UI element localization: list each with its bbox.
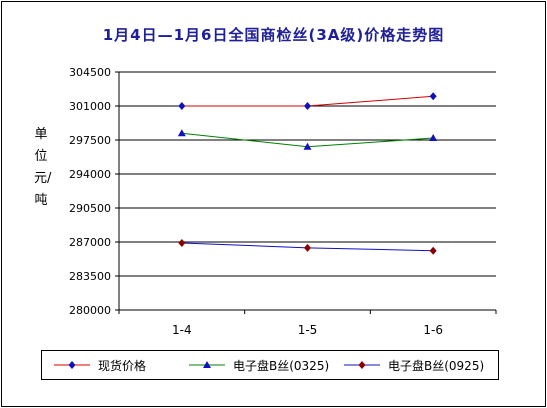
data-point: [203, 361, 211, 368]
legend-item-1: 电子盘B丝(0325): [187, 351, 329, 379]
data-point: [178, 238, 186, 247]
x-tick-label: 1-6: [423, 323, 443, 337]
legend-label: 电子盘B丝(0325): [233, 358, 330, 373]
series-layer: [177, 92, 438, 255]
legend: 现货价格 电子盘B丝(0325) 电子盘B丝(0925): [41, 350, 499, 380]
data-point: [429, 246, 437, 255]
y-tick-label: 304500: [69, 66, 111, 79]
axis-layer: 280000 283500 287000 290500 294000 297500 3010…: [69, 66, 497, 337]
data-point: [304, 102, 311, 110]
y-tick-label: 294000: [69, 168, 111, 181]
y-tick-label: 280000: [69, 304, 111, 317]
legend-marker: [344, 361, 380, 369]
chart-title: 1月4日—1月6日全国商检丝(3A级)价格走势图: [102, 26, 445, 44]
legend-marker: [54, 361, 90, 369]
y-tick-label: 283500: [69, 270, 111, 283]
series-1: [177, 129, 438, 150]
x-tick-label: 1-4: [172, 323, 192, 337]
data-point: [304, 243, 311, 252]
y-tick-label: 290500: [69, 202, 111, 215]
data-point: [68, 361, 76, 369]
data-point: [429, 134, 438, 142]
data-point: [178, 102, 186, 110]
data-point: [303, 142, 312, 150]
legend-item-0: 现货价格: [52, 351, 146, 379]
y-tick-label: 301000: [69, 100, 111, 113]
y-tick-label: 287000: [69, 236, 111, 249]
y-tick-label: 297500: [69, 134, 111, 147]
series-2: [178, 238, 437, 255]
legend-label: 现货价格: [98, 358, 147, 373]
data-point: [429, 92, 437, 101]
legend-marker: [189, 361, 225, 368]
data-point: [177, 129, 186, 137]
legend-label: 电子盘B丝(0925): [388, 358, 485, 373]
data-point: [358, 361, 366, 369]
series-0: [178, 92, 437, 110]
x-tick-label: 1-5: [298, 323, 318, 337]
legend-item-2: 电子盘B丝(0925): [342, 351, 484, 379]
y-axis-label: 单位 元/吨: [34, 127, 52, 208]
